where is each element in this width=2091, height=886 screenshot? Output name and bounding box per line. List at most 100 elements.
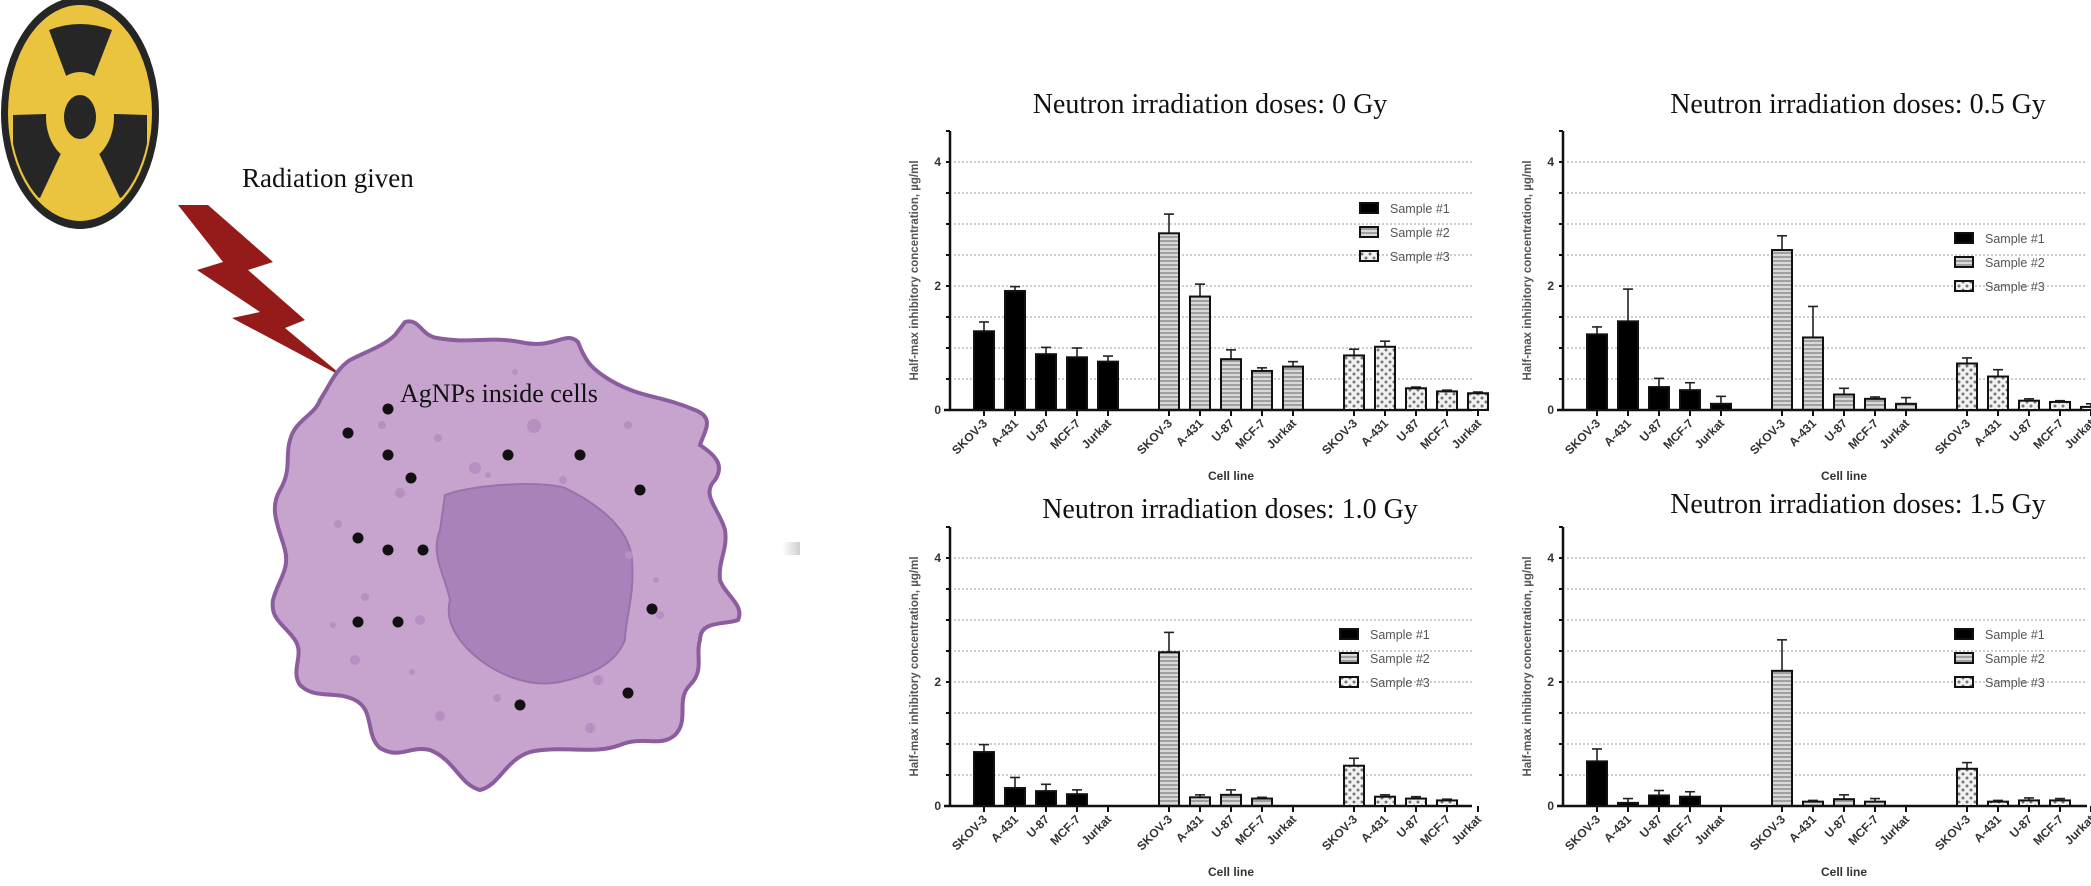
bar <box>1467 392 1489 412</box>
bar <box>1220 793 1242 807</box>
bar <box>1648 386 1670 411</box>
x-tick-label: Jurkat <box>1449 812 1484 847</box>
x-tick-label: A-431 <box>1358 812 1391 845</box>
x-tick-label: Jurkat <box>2062 812 2091 847</box>
bar <box>1987 375 2009 411</box>
legend-label: Sample #1 <box>1370 628 1430 642</box>
x-axis-label: Cell line <box>1208 469 1254 483</box>
bar <box>1436 390 1458 411</box>
x-tick-label: MCF-7 <box>1845 416 1881 452</box>
legend-label: Sample #2 <box>1370 652 1430 666</box>
y-axis-label: Half-max inhibitory concentration, µg/ml <box>909 160 921 380</box>
bar <box>1864 397 1886 411</box>
chart-svg: Neutron irradiation doses: 0 Gy 0 2 4 Half-m… <box>909 89 1489 483</box>
x-tick-label: SKOV-3 <box>1932 812 1973 853</box>
x-tick-label: Jurkat <box>1079 812 1114 847</box>
legend-label: Sample #2 <box>1985 256 2045 270</box>
x-tick-label: SKOV-3 <box>1932 416 1973 457</box>
bar <box>1066 793 1088 808</box>
bar <box>1374 345 1396 412</box>
bar <box>1679 389 1701 412</box>
bar <box>1004 289 1026 412</box>
x-tick-label: MCF-7 <box>1660 812 1696 848</box>
chart-title: Neutron irradiation doses: 0 Gy <box>1033 89 1388 120</box>
bar <box>1097 360 1119 412</box>
x-tick-label: A-431 <box>1358 416 1391 449</box>
x-axis-label: Cell line <box>1821 865 1867 879</box>
x-tick-label: SKOV-3 <box>1747 416 1788 457</box>
x-axis-label: Cell line <box>1208 865 1254 879</box>
x-tick-label: MCF-7 <box>2030 812 2066 848</box>
x-tick-label: SKOV-3 <box>1562 812 1603 853</box>
y-tick-label: 0 <box>934 799 941 813</box>
legend-swatch <box>1954 676 1974 688</box>
x-tick-label: SKOV-3 <box>1134 812 1175 853</box>
legend-label: Sample #3 <box>1985 280 2045 294</box>
bar <box>1405 387 1427 411</box>
bar <box>1617 801 1639 807</box>
y-tick-label: 0 <box>1547 799 1554 813</box>
legend-swatch <box>1954 628 1974 640</box>
bar <box>973 330 995 411</box>
x-tick-label: Jurkat <box>2062 416 2091 451</box>
y-tick-label: 0 <box>934 403 941 417</box>
x-tick-label: SKOV-3 <box>1562 416 1603 457</box>
radiation-symbol-icon <box>1 0 159 229</box>
x-tick-label: A-431 <box>1601 416 1634 449</box>
x-tick-label: A-431 <box>1786 416 1819 449</box>
y-tick-label: 4 <box>1547 155 1554 169</box>
x-tick-label: MCF-7 <box>1232 416 1268 452</box>
x-tick-label: A-431 <box>1971 812 2004 845</box>
x-tick-label: A-431 <box>988 416 1021 449</box>
bar <box>1586 333 1608 411</box>
x-tick-label: Jurkat <box>1264 812 1299 847</box>
legend-label: Sample #2 <box>1390 226 1450 240</box>
radiation-label: Radiation given <box>242 163 414 193</box>
bar <box>1802 336 1824 411</box>
x-tick-label: SKOV-3 <box>1319 812 1360 853</box>
chart-title: Neutron irradiation doses: 0.5 Gy <box>1670 89 2046 120</box>
legend-swatch <box>1339 628 1359 640</box>
cell-icon <box>270 319 742 793</box>
x-tick-label: MCF-7 <box>1660 416 1696 452</box>
bar <box>1771 249 1793 411</box>
x-tick-label: Jurkat <box>1079 416 1114 451</box>
x-tick-label: Jurkat <box>1877 812 1912 847</box>
bar <box>1251 797 1273 807</box>
chart-svg: Neutron irradiation doses: 0.5 Gy 0 2 4 Half… <box>1522 89 2091 483</box>
y-axis-label: Half-max inhibitory concentration, µg/ml <box>1522 556 1534 776</box>
nanoparticles <box>342 403 658 711</box>
bar <box>1220 358 1242 412</box>
legend-swatch <box>1359 250 1379 262</box>
legend-swatch <box>1359 202 1379 214</box>
bar <box>1189 295 1211 411</box>
bar <box>1802 800 1824 808</box>
x-tick-label: SKOV-3 <box>1319 416 1360 457</box>
legend-label: Sample #3 <box>1985 676 2045 690</box>
y-tick-label: 4 <box>934 155 941 169</box>
x-tick-label: A-431 <box>1173 416 1206 449</box>
legend-swatch <box>1954 280 1974 292</box>
bar <box>1282 365 1304 412</box>
y-tick-label: 2 <box>1547 675 1554 689</box>
x-tick-label: A-431 <box>1173 812 1206 845</box>
legend-label: Sample #1 <box>1985 232 2045 246</box>
bar <box>1586 760 1608 807</box>
x-tick-label: MCF-7 <box>1417 812 1453 848</box>
x-tick-label: SKOV-3 <box>1134 416 1175 457</box>
legend-swatch <box>1954 232 1974 244</box>
x-tick-label: SKOV-3 <box>949 416 990 457</box>
x-tick-label: Jurkat <box>1692 416 1727 451</box>
bar <box>2018 399 2040 412</box>
bar <box>1956 767 1978 807</box>
bar <box>1710 402 1732 411</box>
y-axis-label: Half-max inhibitory concentration, µg/ml <box>1522 160 1534 380</box>
bar <box>1436 799 1458 808</box>
y-tick-label: 2 <box>1547 279 1554 293</box>
x-tick-label: Jurkat <box>1692 812 1727 847</box>
bar <box>1833 798 1855 807</box>
bar <box>1864 800 1886 808</box>
chart-1-0gy: Neutron irradiation doses: 1.0 Gy 0 2 4 Half… <box>900 476 1484 886</box>
legend-label: Sample #1 <box>1985 628 2045 642</box>
legend-label: Sample #3 <box>1390 250 1450 264</box>
